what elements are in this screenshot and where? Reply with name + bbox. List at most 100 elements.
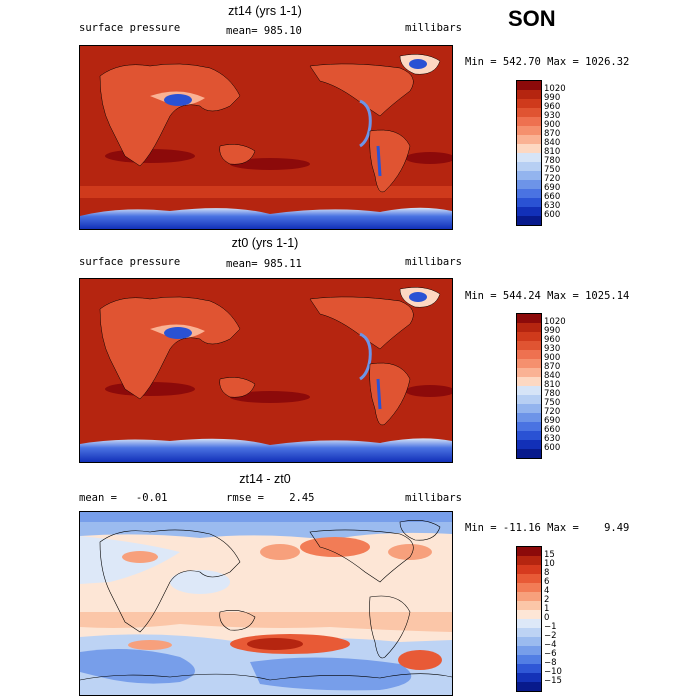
colorbar-swatch [517, 189, 541, 198]
panel-3-stats: Min = -11.16 Max = 9.49 [465, 522, 630, 534]
colorbar-swatch [517, 673, 541, 682]
colorbar-tick-label: −1 [544, 622, 557, 632]
panel-3-rmse-label: rmse = 2.45 [226, 492, 315, 504]
colorbar-swatch [517, 99, 541, 108]
panel-2-map-svg [80, 279, 452, 462]
colorbar-tick-label: 930 [544, 344, 561, 354]
colorbar-swatch [517, 413, 541, 422]
panel-2-title: zt0 (yrs 1-1) [231, 236, 299, 250]
panel-1-mean-label: mean= 985.10 [226, 25, 302, 37]
colorbar-swatch [517, 637, 541, 646]
colorbar-tick-label: 900 [544, 120, 561, 130]
colorbar-tick-label: 840 [544, 371, 561, 381]
panel-2-map [79, 278, 453, 463]
colorbar-tick-label: −10 [544, 667, 562, 677]
colorbar-tick-label: 600 [544, 443, 561, 453]
colorbar-swatch [517, 386, 541, 395]
colorbar-tick-label: 870 [544, 362, 561, 372]
colorbar-swatch [517, 682, 541, 691]
colorbar-swatch [517, 144, 541, 153]
colorbar-tick-label: 750 [544, 398, 561, 408]
colorbar-swatch [517, 422, 541, 431]
colorbar-swatch [517, 646, 541, 655]
colorbar-tick-label: −2 [544, 631, 557, 641]
colorbar-tick-label: 1 [544, 604, 550, 614]
colorbar-tick-label: 930 [544, 111, 561, 121]
colorbar-swatch [517, 368, 541, 377]
colorbar-tick-label: 840 [544, 138, 561, 148]
colorbar-tick-label: 630 [544, 434, 561, 444]
colorbar-swatch [517, 655, 541, 664]
panel-1-variable-label: surface pressure [79, 22, 181, 34]
colorbar-swatch [517, 404, 541, 413]
colorbar-tick-label: 4 [544, 586, 550, 596]
colorbar-swatch [517, 350, 541, 359]
colorbar-swatch [517, 153, 541, 162]
colorbar-swatch [517, 395, 541, 404]
colorbar-swatch [517, 135, 541, 144]
colorbar-tick-label: 720 [544, 174, 561, 184]
panel-3-title: zt14 - zt0 [239, 472, 291, 486]
colorbar-tick-label: 690 [544, 183, 561, 193]
panel-1-colorbar [516, 80, 542, 226]
colorbar-swatch [517, 628, 541, 637]
colorbar-swatch [517, 171, 541, 180]
colorbar-tick-label: 0 [544, 613, 550, 623]
colorbar-swatch [517, 377, 541, 386]
panel-1-title: zt14 (yrs 1-1) [228, 4, 302, 18]
panel-2-variable-label: surface pressure [79, 256, 181, 268]
colorbar-tick-label: 15 [544, 550, 555, 560]
colorbar-tick-label: 1020 [544, 84, 566, 94]
colorbar-swatch [517, 323, 541, 332]
panel-2-mean-label: mean= 985.11 [226, 258, 302, 270]
panel-2-colorbar [516, 313, 542, 459]
colorbar-swatch [517, 162, 541, 171]
panel-2-units-label: millibars [405, 256, 462, 268]
colorbar-swatch [517, 601, 541, 610]
colorbar-swatch [517, 90, 541, 99]
colorbar-tick-label: 630 [544, 201, 561, 211]
colorbar-swatch [517, 574, 541, 583]
colorbar-swatch [517, 583, 541, 592]
panel-3-map-svg [80, 512, 452, 695]
colorbar-swatch [517, 610, 541, 619]
colorbar-swatch [517, 332, 541, 341]
colorbar-swatch [517, 117, 541, 126]
colorbar-tick-label: −4 [544, 640, 557, 650]
colorbar-swatch [517, 108, 541, 117]
colorbar-swatch [517, 565, 541, 574]
colorbar-tick-label: 1020 [544, 317, 566, 327]
colorbar-tick-label: 960 [544, 102, 561, 112]
panel-1-map [79, 45, 453, 230]
colorbar-swatch [517, 619, 541, 628]
colorbar-swatch [517, 449, 541, 458]
panel-1-units-label: millibars [405, 22, 462, 34]
colorbar-tick-label: 660 [544, 425, 561, 435]
panel-3-mean-label: mean = -0.01 [79, 492, 168, 504]
colorbar-swatch [517, 341, 541, 350]
colorbar-tick-label: 780 [544, 389, 561, 399]
panel-2-stats: Min = 544.24 Max = 1025.14 [465, 290, 630, 302]
colorbar-swatch [517, 359, 541, 368]
colorbar-tick-label: 990 [544, 93, 561, 103]
colorbar-tick-label: 900 [544, 353, 561, 363]
colorbar-swatch [517, 314, 541, 323]
colorbar-swatch [517, 431, 541, 440]
colorbar-tick-label: −6 [544, 649, 557, 659]
colorbar-tick-label: −8 [544, 658, 557, 668]
colorbar-tick-label: −15 [544, 676, 562, 686]
colorbar-tick-label: 2 [544, 595, 550, 605]
panel-3-colorbar [516, 546, 542, 692]
colorbar-tick-label: 780 [544, 156, 561, 166]
colorbar-tick-label: 660 [544, 192, 561, 202]
colorbar-tick-label: 750 [544, 165, 561, 175]
panel-1-map-svg [80, 46, 452, 229]
panel-3-units-label: millibars [405, 492, 462, 504]
colorbar-tick-label: 10 [544, 559, 555, 569]
colorbar-swatch [517, 440, 541, 449]
colorbar-swatch [517, 81, 541, 90]
colorbar-tick-label: 8 [544, 568, 550, 578]
colorbar-tick-label: 720 [544, 407, 561, 417]
colorbar-swatch [517, 198, 541, 207]
season-label: SON [508, 6, 556, 31]
